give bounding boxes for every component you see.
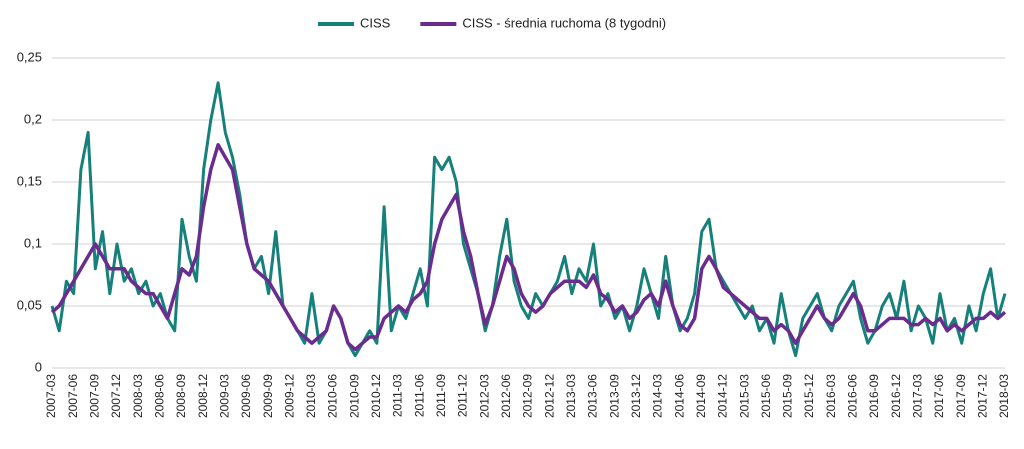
x-tick-label: 2007-12 <box>109 374 123 418</box>
x-tick-label: 2018-03 <box>997 374 1011 418</box>
x-tick-label: 2012-06 <box>499 374 513 418</box>
x-tick-label: 2008-06 <box>152 374 166 418</box>
x-tick-label: 2015-03 <box>737 374 751 418</box>
x-tick-label: 2010-12 <box>369 374 383 418</box>
x-tick-label: 2012-03 <box>477 374 491 418</box>
x-tick-label: 2009-12 <box>282 374 296 418</box>
x-tick-label: 2014-09 <box>694 374 708 418</box>
x-tick-label: 2011-09 <box>434 374 448 417</box>
x-tick-label: 2013-06 <box>586 374 600 418</box>
x-tick-label: 2009-09 <box>261 374 275 418</box>
x-tick-label: 2011-03 <box>391 374 405 417</box>
x-tick-label: 2015-09 <box>781 374 795 418</box>
x-tick-label: 2009-03 <box>217 374 231 418</box>
x-tick-label: 2016-03 <box>824 374 838 418</box>
x-tick-label: 2017-09 <box>954 374 968 418</box>
x-tick-label: 2017-12 <box>976 374 990 418</box>
x-tick-label: 2008-09 <box>174 374 188 418</box>
y-tick-label: 0 <box>35 359 42 374</box>
x-tick-label: 2017-06 <box>932 374 946 418</box>
x-tick-label: 2015-12 <box>802 374 816 418</box>
series-line <box>50 143 1007 352</box>
x-tick-label: 2009-06 <box>239 374 253 418</box>
x-tick-label: 2013-03 <box>564 374 578 418</box>
x-tick-label: 2012-12 <box>542 374 556 418</box>
x-tick-label: 2010-09 <box>347 374 361 418</box>
x-tick-label: 2016-12 <box>889 374 903 418</box>
x-tick-label: 2013-12 <box>629 374 643 418</box>
x-tick-label: 2007-03 <box>44 374 58 418</box>
x-tick-label: 2014-03 <box>651 374 665 418</box>
x-tick-label: 2012-09 <box>521 374 535 418</box>
y-tick-label: 0,15 <box>17 173 42 188</box>
x-tick-label: 2017-03 <box>911 374 925 418</box>
x-tick-label: 2016-09 <box>867 374 881 418</box>
x-tick-label: 2007-06 <box>66 374 80 418</box>
x-tick-label: 2010-03 <box>304 374 318 418</box>
x-tick-label: 2008-12 <box>196 374 210 418</box>
x-tick-label: 2011-06 <box>412 374 426 417</box>
y-tick-label: 0,05 <box>17 297 42 312</box>
x-tick-label: 2016-06 <box>846 374 860 418</box>
x-tick-label: 2007-09 <box>87 374 101 418</box>
y-tick-label: 0,1 <box>24 235 42 250</box>
x-tick-label: 2013-09 <box>607 374 621 418</box>
y-tick-label: 0,2 <box>24 111 42 126</box>
x-tick-label: 2014-06 <box>672 374 686 418</box>
x-tick-label: 2008-03 <box>131 374 145 418</box>
x-tick-label: 2010-06 <box>326 374 340 418</box>
legend-label: CISS - średnia ruchoma (8 tygodni) <box>462 15 666 30</box>
series-line <box>50 81 1007 358</box>
x-tick-label: 2011-12 <box>456 374 470 417</box>
legend-label: CISS <box>360 15 391 30</box>
y-tick-label: 0,25 <box>17 49 42 64</box>
x-tick-label: 2014-12 <box>716 374 730 418</box>
x-tick-label: 2015-06 <box>759 374 773 418</box>
